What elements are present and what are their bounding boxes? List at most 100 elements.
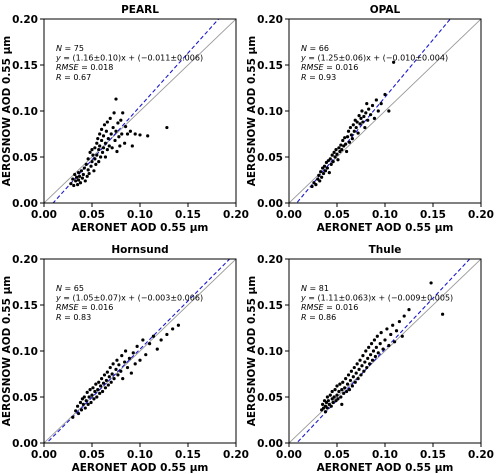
data-point (120, 132, 124, 136)
data-point (353, 380, 357, 384)
data-point (81, 172, 85, 177)
data-point (95, 395, 99, 399)
data-point (102, 123, 107, 127)
y-axis-label: AEROSNOW AOD 0.55 μm (1, 276, 13, 427)
data-point (108, 365, 112, 370)
data-point (364, 111, 368, 115)
r-annotation: R = 0.83 (56, 313, 91, 322)
data-point (339, 143, 343, 147)
data-point (363, 360, 367, 364)
data-point (381, 347, 385, 351)
x-tick-label: 0.05 (324, 449, 350, 461)
data-point (378, 342, 382, 346)
data-point (379, 102, 383, 106)
data-point (86, 402, 90, 406)
y-tick-label: 0.20 (257, 254, 283, 266)
data-point (330, 389, 334, 394)
data-point (83, 179, 87, 183)
data-point (79, 408, 84, 412)
data-point (335, 152, 339, 156)
data-point (369, 353, 373, 357)
panel-title: OPAL (370, 4, 401, 16)
data-point (373, 354, 377, 359)
data-point (346, 129, 351, 133)
data-point (337, 146, 341, 150)
y-tick-label: 0.05 (257, 152, 283, 164)
x-tick-label: 0.15 (175, 449, 201, 461)
data-point (114, 367, 118, 371)
data-point (318, 179, 322, 183)
data-point (115, 358, 119, 362)
data-point (391, 323, 395, 327)
x-tick-label: 0.10 (372, 449, 398, 461)
x-tick-label: 0.20 (223, 209, 249, 221)
fit-equation: y = (1.25±0.06)x + (−0.010±0.004) (300, 54, 448, 63)
data-point (95, 141, 99, 145)
data-point (94, 382, 98, 386)
data-point (334, 148, 338, 152)
data-point (93, 389, 97, 394)
x-tick-label: 0.00 (276, 209, 302, 221)
data-point (90, 393, 94, 397)
data-point (82, 395, 86, 399)
x-axis-label: AERONET AOD 0.55 μm (72, 462, 209, 474)
y-axis-label: AEROSNOW AOD 0.55 μm (1, 36, 13, 187)
regression-line (52, 19, 220, 203)
data-point (367, 107, 371, 111)
data-point (329, 162, 333, 166)
data-point (86, 168, 90, 172)
data-point (350, 137, 354, 141)
data-point (123, 141, 127, 145)
data-point (74, 179, 78, 183)
data-point (115, 149, 119, 154)
data-point (90, 160, 94, 164)
data-point (344, 377, 348, 381)
data-point (155, 347, 159, 351)
data-point (108, 116, 112, 120)
data-point (133, 132, 137, 136)
data-point (94, 162, 98, 166)
data-point (76, 183, 80, 187)
data-point (370, 103, 375, 108)
data-point (87, 395, 91, 399)
data-point (107, 144, 111, 148)
data-point (321, 402, 325, 406)
data-point (103, 386, 108, 390)
data-point (121, 111, 125, 115)
data-point (328, 393, 332, 397)
data-point (118, 144, 122, 148)
data-point (341, 380, 345, 384)
data-point (393, 340, 397, 344)
y-tick-label: 0.20 (12, 14, 38, 26)
x-tick-label: 0.05 (324, 209, 350, 221)
data-point (83, 406, 87, 410)
data-point (90, 148, 94, 152)
data-point (336, 158, 340, 162)
data-point (112, 377, 116, 381)
data-point (103, 141, 108, 145)
data-point (376, 351, 380, 355)
data-point (346, 373, 351, 377)
x-tick-label: 0.10 (127, 449, 153, 461)
data-point (121, 377, 125, 381)
data-point (335, 393, 339, 397)
data-point (360, 364, 364, 368)
data-point (98, 132, 102, 136)
data-point (100, 150, 105, 154)
data-point (365, 102, 369, 106)
x-tick-label: 0.00 (276, 449, 302, 461)
data-point (71, 415, 75, 419)
data-point (348, 125, 353, 130)
data-point (124, 125, 128, 129)
data-point (151, 334, 156, 338)
data-point (111, 362, 115, 366)
data-point (327, 171, 331, 175)
data-point (366, 118, 370, 122)
data-point (350, 384, 354, 388)
data-point (314, 183, 318, 187)
n-annotation: N = 75 (56, 44, 84, 53)
rmse-annotation: RMSE = 0.016 (301, 303, 358, 312)
data-point (323, 169, 328, 173)
data-point (400, 334, 404, 338)
